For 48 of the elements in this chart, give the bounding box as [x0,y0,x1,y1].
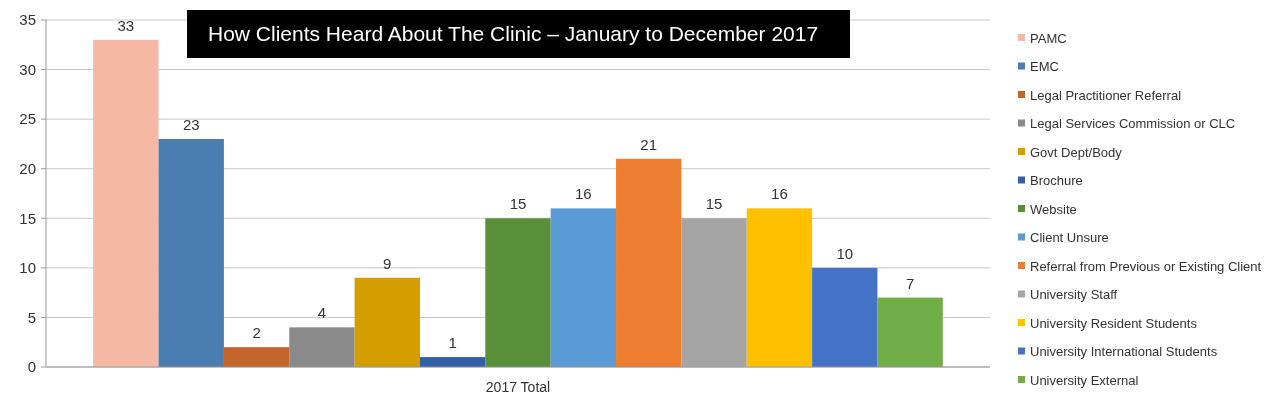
y-tick-label: 15 [19,209,36,227]
data-label: 1 [448,334,457,352]
legend-label: University External [1030,372,1139,388]
data-label: 16 [575,185,592,203]
legend-label: Legal Practitioner Referral [1030,87,1182,103]
bar [289,327,355,367]
legend-label: Legal Services Commission or CLC [1030,116,1236,132]
legend-label: Referral from Previous or Existing Client [1030,258,1262,274]
data-label: 10 [836,244,854,262]
legend-label: EMC [1030,59,1059,75]
legend-label: Brochure [1030,173,1083,189]
data-label: 23 [182,115,200,133]
legend-label: Website [1030,201,1077,217]
bar [550,208,617,367]
legend-label: University Staff [1030,287,1118,303]
y-tick-label: 25 [19,110,36,128]
legend-label: University Resident Students [1030,315,1198,331]
bar [812,267,878,367]
legend-label: University International Students [1030,344,1218,360]
bar [746,208,813,367]
data-label: 16 [771,185,788,203]
y-tick-label: 35 [19,11,36,29]
y-tick-label: 5 [27,308,36,326]
bar [485,218,551,367]
data-label: 21 [640,135,658,153]
y-tick-label: 0 [27,358,36,376]
bar [158,138,224,367]
data-label: 33 [117,16,135,34]
bar [877,297,943,367]
legend-label: PAMC [1030,30,1067,46]
bar [223,347,290,367]
y-tick-label: 10 [19,259,36,277]
x-tick-label: 2017 Total [485,379,551,395]
data-label: 4 [317,304,327,322]
y-tick-label: 30 [19,60,36,78]
y-tick-label: 20 [19,159,36,177]
bar [419,357,486,367]
data-label: 2 [252,324,261,342]
bar [354,277,420,367]
legend-label: Govt Dept/Body [1030,144,1123,160]
bar [616,158,682,367]
data-label: 9 [383,254,392,272]
data-label: 15 [509,195,527,213]
data-label: 7 [905,274,915,292]
chart-title: How Clients Heard About The Clinic – January to December 2017 [208,22,819,46]
legend-label: Client Unsure [1030,230,1109,246]
bar [93,39,159,367]
data-label: 15 [705,195,723,213]
